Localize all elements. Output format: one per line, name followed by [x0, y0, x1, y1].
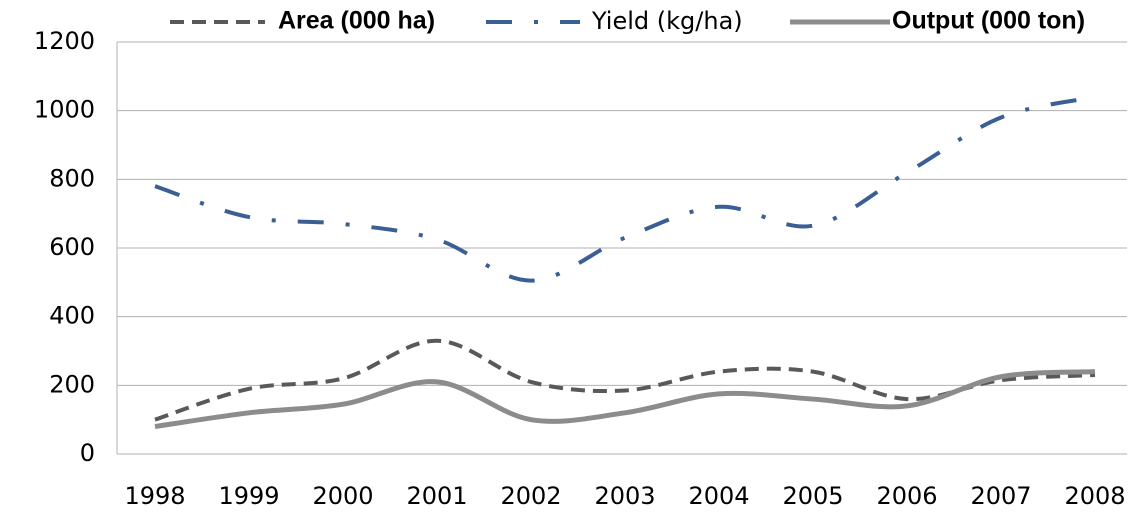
- y-tick-label: 1000: [34, 96, 95, 124]
- x-tick-label: 2006: [876, 482, 937, 510]
- x-tick-label: 2007: [970, 482, 1031, 510]
- y-tick-label: 1200: [34, 27, 95, 55]
- x-tick-label: 2002: [500, 482, 561, 510]
- x-tick-label: 2004: [688, 482, 749, 510]
- x-tick-label: 1998: [124, 482, 185, 510]
- y-tick-label: 600: [49, 233, 95, 261]
- y-tick-label: 200: [49, 370, 95, 398]
- y-tick-label: 800: [49, 164, 95, 192]
- series-line: [154, 369, 1096, 430]
- y-tick-label: 400: [49, 302, 95, 330]
- series-line: [154, 338, 1096, 422]
- x-tick-label: 2008: [1064, 482, 1125, 510]
- legend-label: Yield (kg/ha): [591, 7, 743, 35]
- legend-label: Output (000 ton): [892, 7, 1085, 35]
- x-tick-label: 2001: [406, 482, 467, 510]
- x-tick-label: 2000: [312, 482, 373, 510]
- y-tick-label: 0: [80, 439, 95, 467]
- series-line: [154, 94, 1096, 283]
- x-tick-label: 2003: [594, 482, 655, 510]
- legend-label: Area (000 ha): [278, 7, 435, 35]
- x-tick-label: 2005: [782, 482, 843, 510]
- x-tick-label: 1999: [218, 482, 279, 510]
